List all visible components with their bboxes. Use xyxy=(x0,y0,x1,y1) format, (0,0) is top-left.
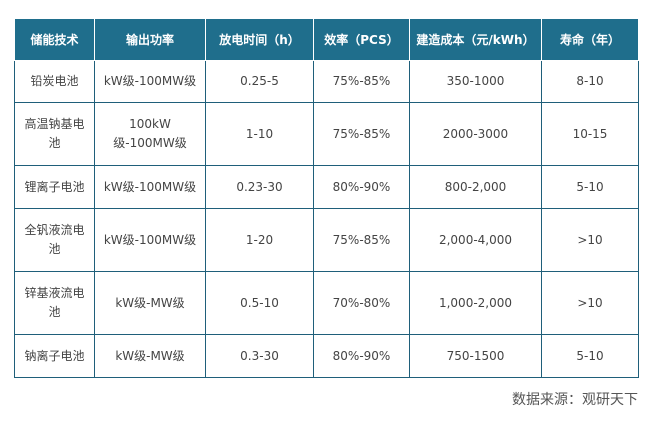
cell-efficiency: 75%-85% xyxy=(313,60,410,103)
cell-construction-cost: 750-1500 xyxy=(409,334,542,378)
data-source-note: 数据来源：观研天下 xyxy=(512,392,638,408)
cell-output-power: kW级-100MW级 xyxy=(94,208,206,272)
cell-discharge-time: 0.5-10 xyxy=(205,271,314,335)
header-output-power: 输出功率 xyxy=(94,18,206,61)
cell-construction-cost: 2000-3000 xyxy=(409,102,542,166)
cell-lifespan: >10 xyxy=(541,271,639,335)
cell-efficiency: 80%-90% xyxy=(313,334,410,378)
cell-construction-cost: 350-1000 xyxy=(409,60,542,103)
cell-efficiency: 70%-80% xyxy=(313,271,410,335)
header-lifespan: 寿命（年） xyxy=(541,18,639,61)
table-row: 高温钠基电池 100kW级-100MW级 1-10 75%-85% 2000-3… xyxy=(14,102,639,166)
table-row: 全钒液流电池 kW级-100MW级 1-20 75%-85% 2,000-4,0… xyxy=(14,208,639,272)
header-efficiency: 效率（PCS） xyxy=(313,18,410,61)
cell-lifespan: 5-10 xyxy=(541,165,639,209)
cell-efficiency: 75%-85% xyxy=(313,208,410,272)
cell-construction-cost: 2,000-4,000 xyxy=(409,208,542,272)
cell-discharge-time: 1-10 xyxy=(205,102,314,166)
cell-output-power: 100kW级-100MW级 xyxy=(94,102,206,166)
cell-output-power: kW级-MW级 xyxy=(94,271,206,335)
cell-output-power: kW级-100MW级 xyxy=(94,165,206,209)
cell-technology: 锂离子电池 xyxy=(14,165,95,209)
cell-lifespan: 8-10 xyxy=(541,60,639,103)
cell-discharge-time: 0.25-5 xyxy=(205,60,314,103)
cell-output-power: kW级-100MW级 xyxy=(94,60,206,103)
storage-comparison-table: 储能技术 输出功率 放电时间（h） 效率（PCS） 建造成本（元/kWh） 寿命… xyxy=(14,18,639,378)
cell-efficiency: 75%-85% xyxy=(313,102,410,166)
table-header-row: 储能技术 输出功率 放电时间（h） 效率（PCS） 建造成本（元/kWh） 寿命… xyxy=(14,18,639,61)
cell-technology: 高温钠基电池 xyxy=(14,102,95,166)
cell-technology: 钠离子电池 xyxy=(14,334,95,378)
cell-efficiency: 80%-90% xyxy=(313,165,410,209)
cell-discharge-time: 0.23-30 xyxy=(205,165,314,209)
cell-lifespan: 5-10 xyxy=(541,334,639,378)
cell-discharge-time: 0.3-30 xyxy=(205,334,314,378)
cell-construction-cost: 800-2,000 xyxy=(409,165,542,209)
header-construction-cost: 建造成本（元/kWh） xyxy=(409,18,542,61)
cell-technology: 全钒液流电池 xyxy=(14,208,95,272)
cell-lifespan: >10 xyxy=(541,208,639,272)
header-technology: 储能技术 xyxy=(14,18,95,61)
table-row: 铅炭电池 kW级-100MW级 0.25-5 75%-85% 350-1000 … xyxy=(14,60,639,103)
cell-discharge-time: 1-20 xyxy=(205,208,314,272)
cell-technology: 锌基液流电池 xyxy=(14,271,95,335)
cell-technology: 铅炭电池 xyxy=(14,60,95,103)
table-row: 锌基液流电池 kW级-MW级 0.5-10 70%-80% 1,000-2,00… xyxy=(14,271,639,335)
cell-output-power: kW级-MW级 xyxy=(94,334,206,378)
table-row: 钠离子电池 kW级-MW级 0.3-30 80%-90% 750-1500 5-… xyxy=(14,334,639,378)
table-row: 锂离子电池 kW级-100MW级 0.23-30 80%-90% 800-2,0… xyxy=(14,165,639,209)
cell-construction-cost: 1,000-2,000 xyxy=(409,271,542,335)
storage-comparison-table-wrapper: 储能技术 输出功率 放电时间（h） 效率（PCS） 建造成本（元/kWh） 寿命… xyxy=(14,18,639,378)
header-discharge-time: 放电时间（h） xyxy=(205,18,314,61)
cell-lifespan: 10-15 xyxy=(541,102,639,166)
